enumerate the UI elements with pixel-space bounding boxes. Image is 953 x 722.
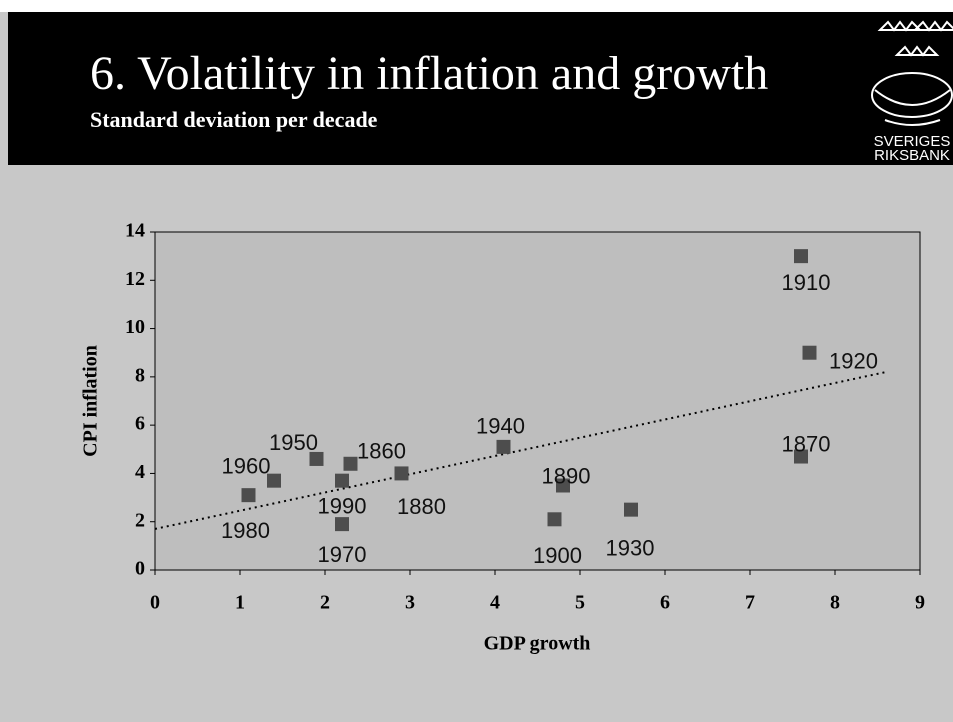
- slide-title: 6. Volatility in inflation and growth: [90, 47, 768, 100]
- plot-area: [154, 231, 921, 571]
- x-tick-label: 7: [745, 592, 755, 614]
- point-label: 1900: [533, 543, 582, 568]
- point-label: 1950: [269, 430, 318, 455]
- logo-text: SVERIGES: [874, 133, 951, 150]
- point-label: 1890: [542, 463, 591, 488]
- point-label: 1960: [222, 453, 271, 478]
- point: [802, 345, 817, 360]
- point-label: 1990: [318, 493, 367, 518]
- point-label: 1920: [829, 349, 878, 374]
- header-band: [8, 12, 953, 165]
- y-tick-label: 4: [135, 461, 145, 483]
- point: [335, 517, 349, 532]
- point: [241, 488, 256, 503]
- x-tick-label: 6: [660, 592, 670, 614]
- x-tick-label: 0: [150, 592, 160, 614]
- trendline: [154, 371, 887, 530]
- y-tick-label: 0: [135, 558, 145, 580]
- point: [335, 473, 349, 488]
- point-label: 1880: [397, 494, 446, 519]
- point-label: 1910: [782, 270, 831, 295]
- point: [394, 466, 409, 481]
- logo-text: RIKSBANK: [874, 147, 950, 164]
- slide-subtitle: Standard deviation per decade: [90, 107, 378, 132]
- y-tick-label: 8: [135, 364, 145, 386]
- y-tick-label: 14: [125, 220, 145, 242]
- x-axis-label: GDP growth: [484, 633, 591, 655]
- point: [624, 502, 638, 517]
- point: [794, 449, 808, 464]
- x-tick-label: 8: [830, 592, 840, 614]
- point: [309, 451, 324, 466]
- point-label: 1970: [318, 542, 367, 567]
- x-tick-label: 2: [320, 592, 330, 614]
- point: [547, 512, 562, 527]
- point: [794, 249, 808, 264]
- point: [343, 456, 358, 471]
- top-margin: [0, 0, 953, 12]
- y-axis-label: CPI inflation: [80, 345, 102, 457]
- y-tick-label: 2: [135, 509, 145, 531]
- y-tick-label: 10: [125, 316, 145, 338]
- point-label: 1980: [221, 518, 270, 543]
- x-tick-label: 1: [235, 592, 245, 614]
- point-label: 1930: [606, 535, 655, 560]
- point: [556, 478, 570, 493]
- point-label: 1860: [357, 439, 406, 464]
- point: [267, 473, 281, 488]
- y-tick-label: 6: [135, 413, 145, 435]
- y-tick-label: 12: [125, 268, 145, 290]
- point-label: 1940: [476, 414, 525, 439]
- x-tick-label: 4: [490, 592, 500, 614]
- point: [496, 439, 511, 454]
- x-tick-label: 5: [575, 592, 585, 614]
- point-label: 1870: [782, 431, 831, 456]
- x-tick-label: 3: [405, 592, 415, 614]
- x-tick-label: 9: [915, 592, 925, 614]
- logo-emblem: [871, 20, 953, 126]
